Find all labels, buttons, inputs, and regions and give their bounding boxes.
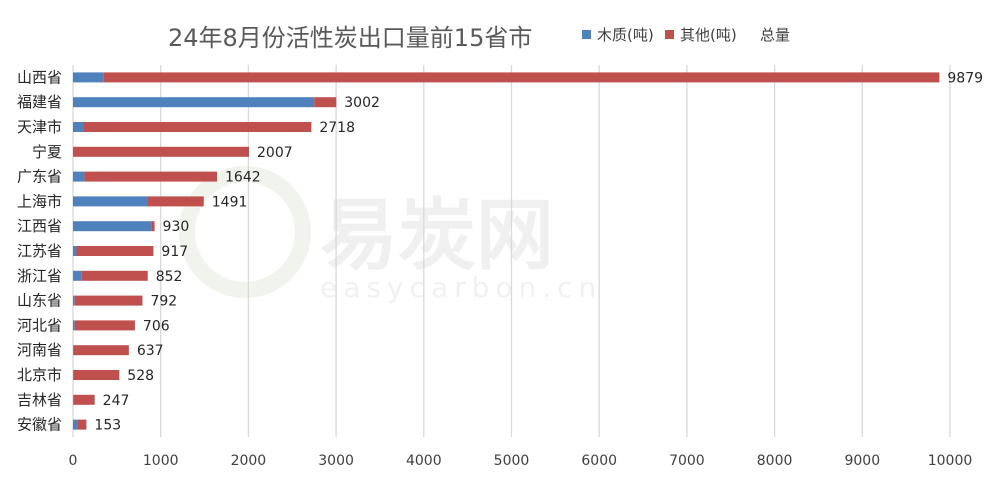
total-data-label: 930 [163, 219, 190, 235]
total-data-label: 153 [94, 418, 121, 434]
total-data-label: 3002 [344, 95, 380, 111]
category-label: 吉林省 [17, 391, 62, 409]
bar-segment-wood [73, 345, 74, 356]
legend-label-wood: 木质(吨) [597, 26, 654, 44]
bar-segment-wood [73, 221, 152, 232]
bar-segment-other [73, 345, 129, 356]
watermark-logo [179, 166, 311, 298]
x-tick-label: 0 [69, 453, 78, 469]
bar-segment-wood [73, 320, 75, 331]
bar-segment-other [77, 419, 87, 430]
x-tick-label: 1000 [143, 453, 179, 469]
x-tick-label: 4000 [406, 453, 442, 469]
data-labels: 9879 3002 2718 2007 1642 1491 930 917 852 792 706 6… [94, 70, 983, 433]
total-data-label: 528 [127, 368, 154, 384]
x-tick-label: 2000 [231, 453, 267, 469]
total-data-label: 9879 [947, 70, 983, 86]
x-tick-label: 7000 [669, 453, 705, 469]
x-tick-label: 5000 [494, 453, 530, 469]
category-label: 河南省 [17, 341, 62, 359]
category-label: 广东省 [17, 168, 62, 186]
x-tick-label: 6000 [581, 453, 617, 469]
x-tick-label: 3000 [318, 453, 354, 469]
total-data-label: 706 [143, 318, 170, 334]
category-labels: 山西省福建省天津市宁夏广东省上海市江西省江苏省浙江省山东省河北省河南省北京市吉林… [17, 68, 62, 433]
total-data-label: 2007 [257, 145, 293, 161]
x-tick-label: 10000 [928, 453, 973, 469]
watermark-brand: 易炭网 [320, 191, 554, 281]
category-label: 山西省 [17, 68, 62, 86]
watermark: 易炭网 easycarbon.cn [179, 166, 602, 304]
legend-swatch-wood [582, 30, 591, 39]
bar-segment-other [314, 97, 337, 108]
bar-segment-wood [73, 122, 84, 132]
bar-segment-wood [73, 72, 104, 83]
chart-title: 24年8月份活性炭出口量前15省市 [168, 24, 532, 52]
total-data-label: 792 [150, 294, 177, 310]
category-label: 北京市 [17, 366, 62, 384]
category-label: 河北省 [17, 316, 62, 334]
bar-segment-other [151, 221, 155, 232]
legend: 木质(吨) 其他(吨) 总量 [582, 26, 790, 44]
total-data-label: 852 [156, 269, 183, 285]
bar-segment-other [73, 394, 95, 405]
category-label: 安徽省 [17, 416, 62, 434]
bar-segment-wood [73, 295, 75, 306]
category-label: 山东省 [17, 292, 62, 310]
category-label: 宁夏 [32, 143, 62, 161]
x-tick-label: 8000 [757, 453, 793, 469]
legend-label-total: 总量 [760, 26, 790, 44]
x-axis-ticks: 0 1000 2000 3000 4000 5000 6000 7000 8000 9000 100… [69, 453, 973, 469]
bar-segment-wood [73, 246, 77, 256]
bar-segment-wood [73, 171, 85, 182]
bar-segment-other [74, 320, 135, 331]
bar-segment-wood [73, 394, 74, 405]
category-label: 江苏省 [17, 242, 62, 260]
bar-segment-other [84, 171, 218, 182]
category-label: 浙江省 [17, 267, 62, 285]
bar-segment-wood [73, 270, 82, 281]
total-data-label: 2718 [319, 120, 355, 136]
x-tick-label: 9000 [844, 453, 880, 469]
total-data-label: 637 [137, 343, 164, 359]
bar-segment-other [83, 122, 312, 132]
bar-segment-other [74, 295, 143, 306]
bar-segment-wood [73, 419, 78, 430]
bar-segment-wood [73, 370, 74, 380]
gridlines [72, 65, 951, 437]
category-label: 上海市 [17, 192, 62, 210]
bar-segment-other [147, 196, 204, 207]
total-data-label: 1642 [225, 170, 261, 186]
bar-segment-other [73, 146, 250, 157]
total-data-label: 247 [103, 393, 130, 409]
category-label: 福建省 [17, 93, 62, 111]
bar-segment-other [103, 72, 940, 83]
total-data-label: 917 [161, 244, 188, 260]
bar-segment-other [76, 246, 154, 256]
bar-segment-wood [73, 97, 315, 108]
legend-swatch-other [665, 30, 674, 39]
bar-segment-wood [73, 196, 148, 207]
category-label: 江西省 [17, 217, 62, 235]
category-label: 天津市 [17, 118, 62, 136]
watermark-site: easycarbon.cn [320, 271, 602, 304]
total-data-label: 1491 [212, 194, 248, 210]
bar-segment-other [81, 270, 148, 281]
legend-label-other: 其他(吨) [680, 26, 737, 44]
bars [73, 72, 940, 430]
bar-segment-other [73, 370, 120, 380]
